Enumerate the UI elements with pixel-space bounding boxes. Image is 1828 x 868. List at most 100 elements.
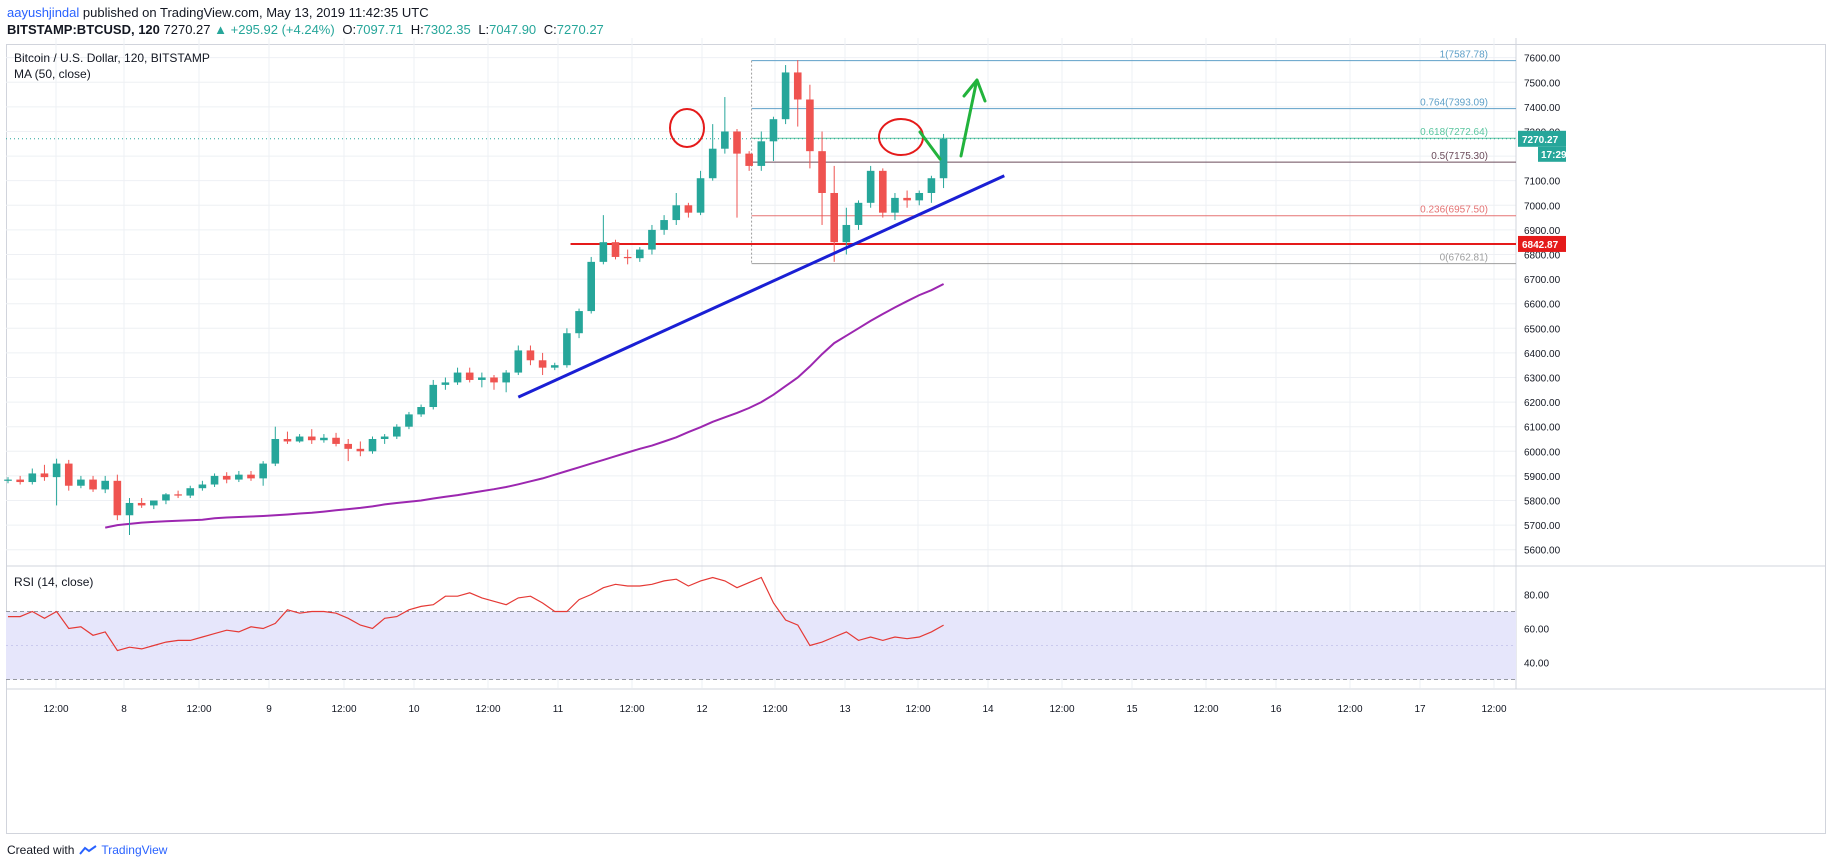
grid-lines	[6, 38, 1516, 688]
candle-body	[4, 479, 12, 481]
candle-body	[16, 479, 24, 483]
resistance-circle-1	[669, 108, 705, 148]
candle-body	[259, 463, 267, 479]
price-tick-label: 7400.00	[1524, 103, 1561, 114]
candle	[502, 370, 510, 393]
time-tick-label: 12:00	[475, 704, 500, 715]
candle	[150, 500, 158, 510]
candle	[514, 345, 523, 376]
candle-body	[174, 494, 182, 496]
candle-body	[879, 170, 887, 213]
candle	[174, 490, 182, 499]
footer: Created with TradingView	[7, 843, 167, 857]
candle-body	[28, 473, 37, 483]
candle	[271, 426, 280, 467]
candle-body	[283, 438, 292, 442]
time-tick-label: 17	[1414, 704, 1426, 715]
candle-body	[320, 437, 328, 441]
candle-body	[575, 311, 583, 334]
candle-body	[186, 488, 195, 496]
chart-frame[interactable]	[6, 44, 1826, 834]
candle	[915, 190, 924, 206]
candle-body	[113, 480, 122, 516]
chart-title: Bitcoin / U.S. Dollar, 120, BITSTAMP	[14, 51, 210, 65]
candle-body	[793, 72, 802, 100]
candle-body	[210, 475, 219, 485]
resistance-circle-2	[878, 118, 924, 156]
candle	[939, 133, 948, 189]
time-tick-label: 12:00	[186, 704, 211, 715]
candle	[636, 247, 644, 262]
candle	[320, 434, 328, 443]
price-tick-label: 5600.00	[1524, 546, 1561, 557]
price-tick-label: 6500.00	[1524, 324, 1561, 335]
candle-body	[854, 202, 863, 225]
candle	[465, 367, 474, 383]
tradingview-link[interactable]: TradingView	[101, 843, 168, 857]
candle	[648, 224, 656, 255]
candle-body	[162, 494, 170, 501]
publish-line: aayushjindal published on TradingView.co…	[7, 5, 429, 20]
candle	[623, 249, 632, 265]
candles	[4, 60, 948, 535]
candle-body	[891, 197, 899, 213]
author-link[interactable]: aayushjindal	[7, 5, 80, 20]
candle	[891, 192, 899, 221]
time-tick-label: 13	[839, 704, 851, 715]
candle-body	[648, 229, 656, 250]
fib-level-label: 0.236(6957.50)	[1420, 205, 1488, 216]
candle-body	[721, 131, 729, 149]
pullback-arrow	[918, 130, 942, 161]
candle	[478, 372, 486, 388]
time-tick-label: 12:00	[43, 704, 68, 715]
rsi-line	[8, 576, 944, 652]
candle	[611, 239, 620, 260]
price-tick-label: 5700.00	[1524, 521, 1561, 532]
candle	[210, 473, 219, 487]
candle-body	[563, 333, 571, 366]
candle-body	[52, 463, 61, 478]
fib-level-label: 0.764(7393.09)	[1420, 98, 1488, 109]
candle	[441, 377, 450, 390]
candle-body	[684, 205, 693, 213]
candle-body	[769, 119, 778, 142]
created-with-text: Created with	[7, 843, 75, 857]
candle	[526, 345, 535, 366]
candle	[101, 475, 109, 494]
candle	[235, 470, 243, 483]
high-label: H:	[410, 22, 424, 37]
upside-arrowhead	[962, 78, 987, 103]
close-value: 7270.27	[556, 22, 604, 37]
countdown-badge	[1538, 146, 1566, 162]
candle	[186, 485, 195, 499]
fibonacci-retracement	[751, 60, 1516, 265]
candle	[757, 131, 766, 171]
price-tick-label: 6300.00	[1524, 373, 1561, 384]
time-tick-label: 12:00	[619, 704, 644, 715]
candle-body	[939, 138, 948, 179]
candle-body	[550, 365, 559, 368]
candle	[344, 438, 352, 462]
candle-body	[696, 178, 705, 213]
ma50-line	[104, 283, 945, 529]
candle	[830, 165, 838, 262]
price-tick-label: 7000.00	[1524, 201, 1561, 212]
candle-body	[64, 463, 73, 486]
candle	[550, 362, 559, 371]
candle	[64, 459, 73, 491]
time-tick-label: 12:00	[331, 704, 356, 715]
countdown-badge-bg	[1538, 146, 1566, 162]
candle-body	[915, 192, 924, 201]
open-label: O:	[342, 22, 357, 37]
ascending-trendline	[517, 174, 1005, 399]
candle-body	[465, 372, 474, 380]
price-tick-label: 6600.00	[1524, 300, 1561, 311]
price-tick-label: 6000.00	[1524, 447, 1561, 458]
candle	[137, 498, 146, 508]
candle-body	[599, 242, 608, 262]
candle-body	[927, 178, 936, 193]
candle-body	[453, 372, 462, 383]
candle-body	[271, 438, 280, 464]
candle	[769, 116, 778, 162]
